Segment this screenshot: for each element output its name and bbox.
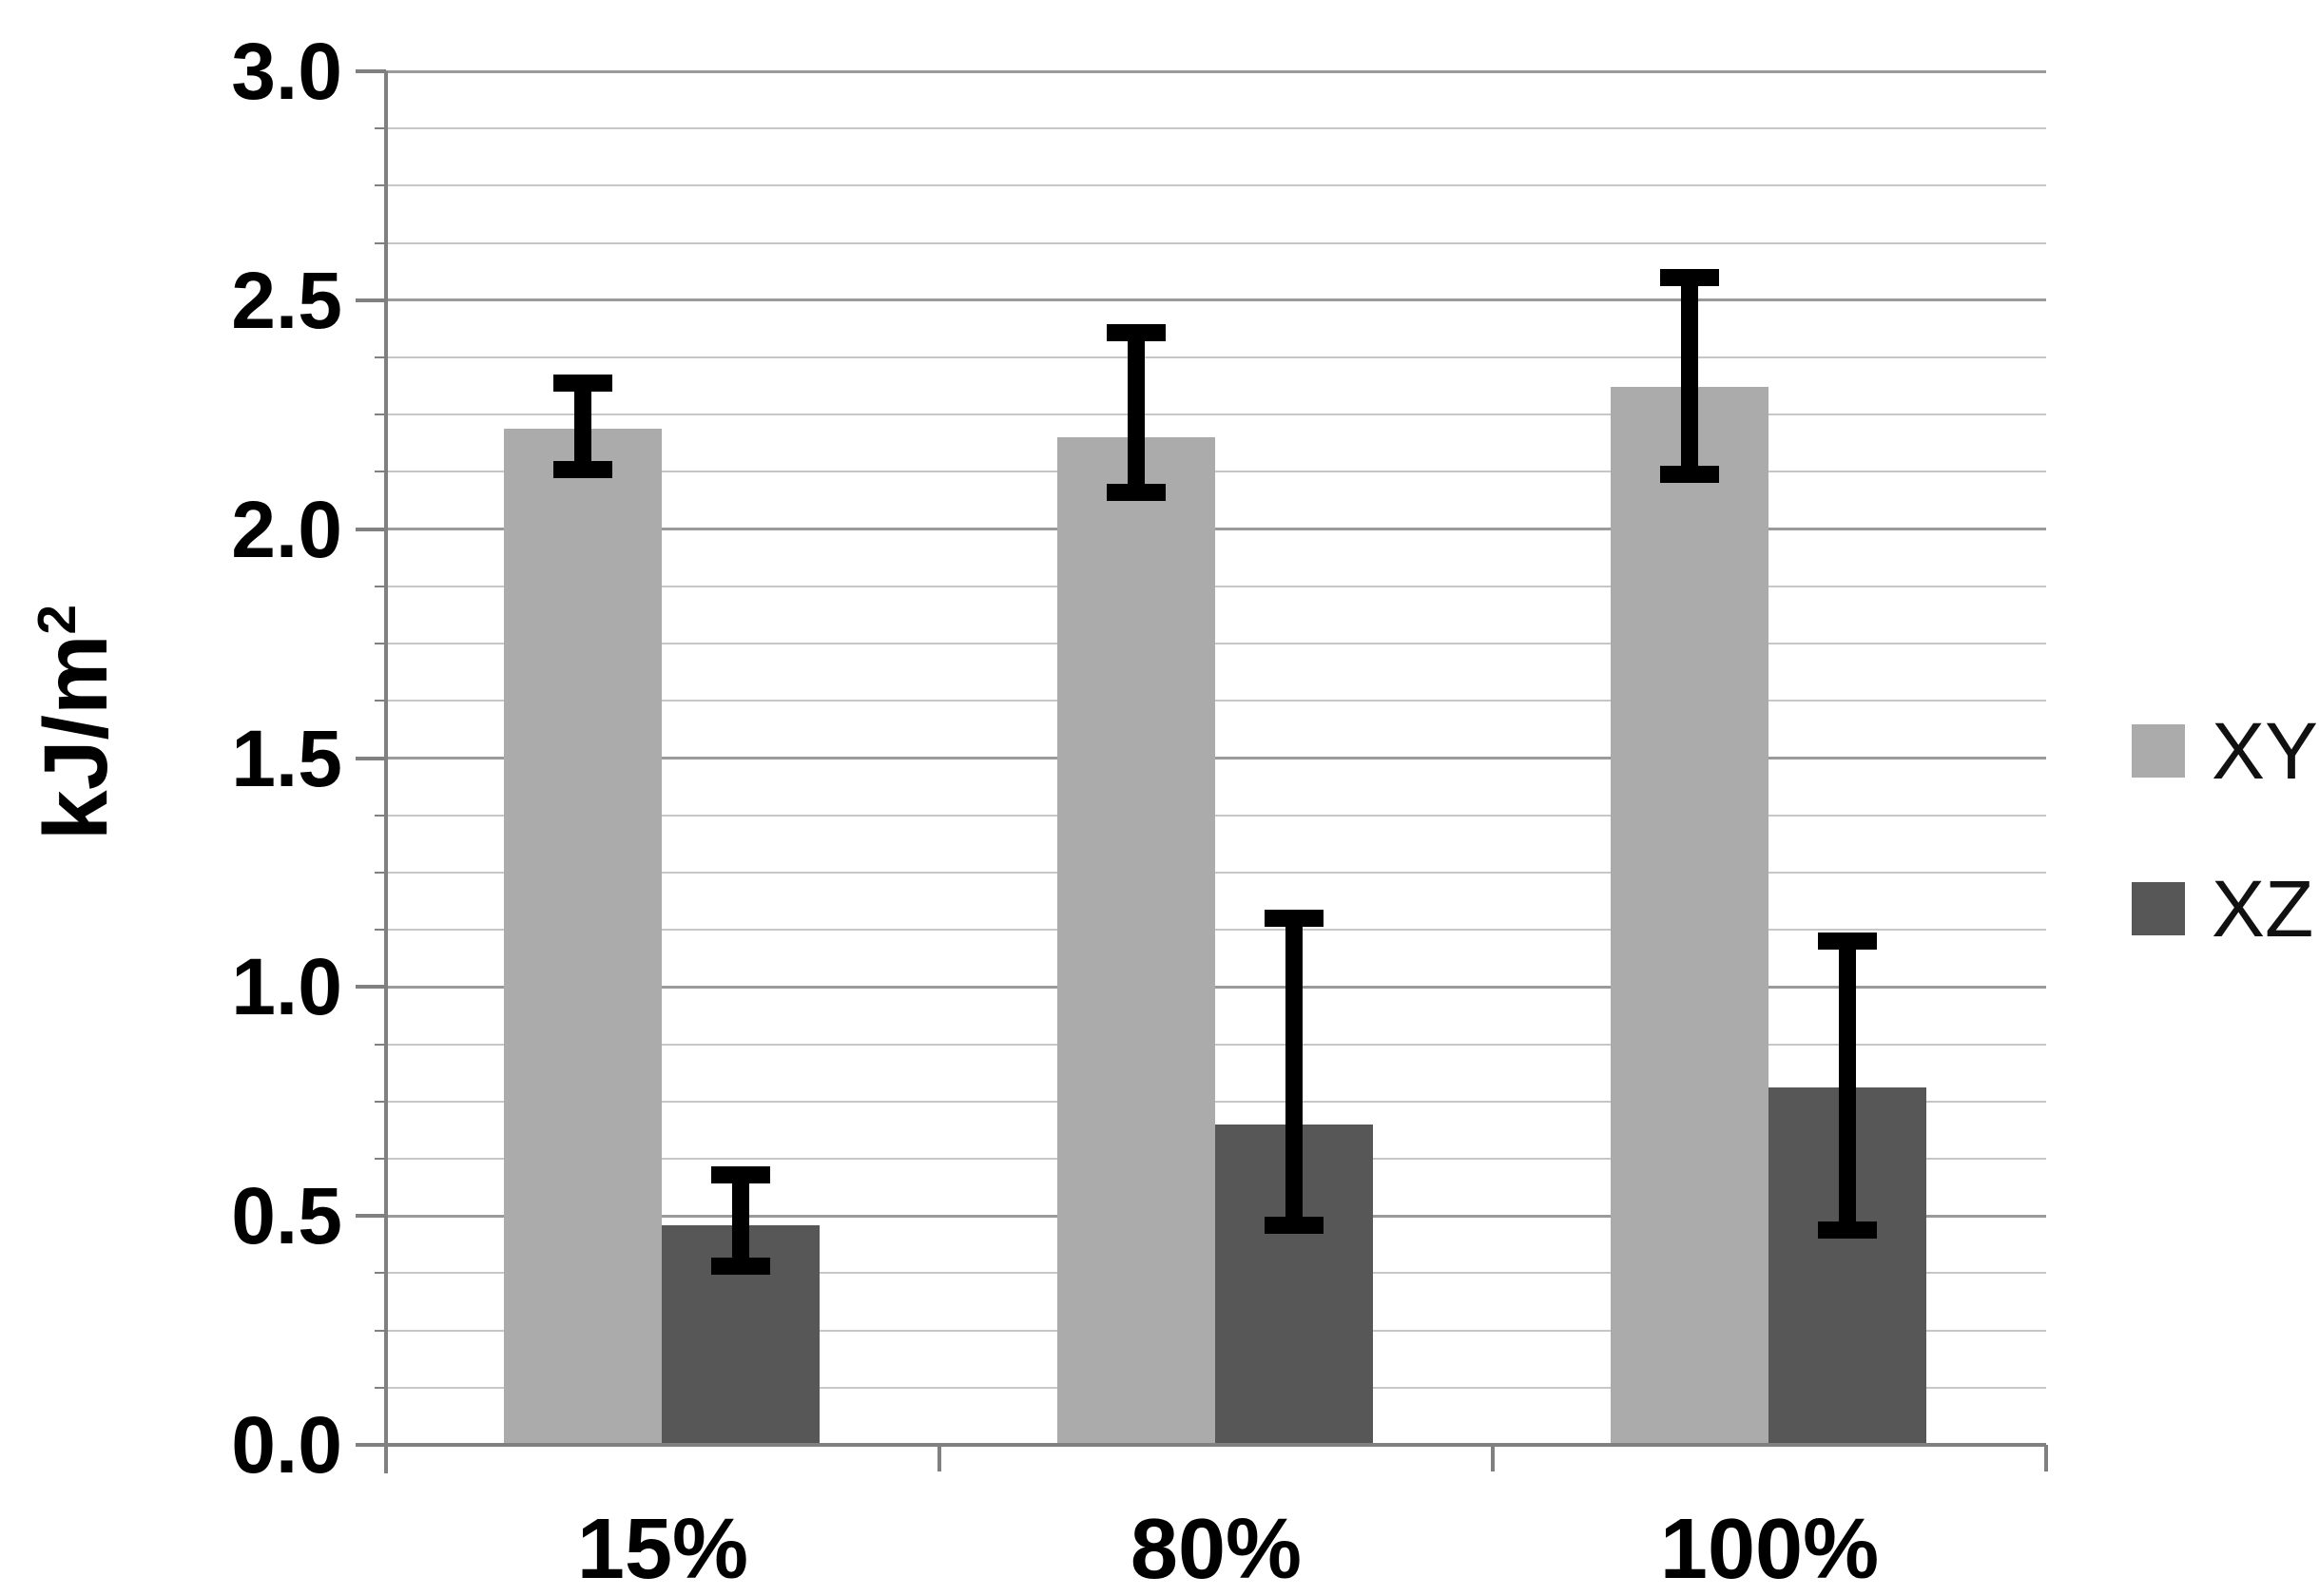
- error-cap-top-xy-100%: [1660, 268, 1719, 286]
- x-tick: [2044, 1445, 2048, 1471]
- error-cap-bottom-xy-15%: [553, 461, 612, 479]
- y-major-tick: [356, 1443, 386, 1447]
- gridline-major: [386, 985, 2046, 989]
- error-cap-top-xz-100%: [1818, 933, 1877, 951]
- y-minor-tick: [375, 184, 386, 187]
- y-tick-label-2.5: 2.5: [231, 255, 342, 345]
- x-category-label-80%: 80%: [1130, 1502, 1303, 1596]
- y-tick-label-1.0: 1.0: [231, 942, 342, 1032]
- y-minor-tick: [375, 643, 386, 645]
- gridline-minor: [386, 643, 2046, 645]
- y-tick-label-2.0: 2.0: [231, 484, 342, 574]
- legend-swatch-xy: [2132, 724, 2185, 778]
- y-major-tick: [356, 1214, 386, 1219]
- y-axis-title-superscript: 2: [27, 604, 88, 635]
- y-minor-tick: [375, 929, 386, 932]
- error-bar-xy-100%: [1681, 277, 1698, 474]
- y-tick-label-3.0: 3.0: [231, 27, 342, 116]
- error-cap-top-xz-15%: [711, 1165, 770, 1183]
- error-bar-xy-80%: [1128, 332, 1145, 493]
- error-bar-xz-80%: [1285, 918, 1303, 1225]
- error-bar-xy-15%: [574, 382, 591, 471]
- error-cap-bottom-xz-100%: [1818, 1221, 1877, 1239]
- y-axis-title-text: kJ/m: [25, 634, 126, 841]
- gridline-minor: [386, 413, 2046, 416]
- error-cap-bottom-xy-80%: [1107, 484, 1166, 502]
- error-cap-bottom-xz-15%: [711, 1258, 770, 1276]
- bar-xy-80%: [1057, 437, 1215, 1445]
- gridline-minor: [386, 184, 2046, 187]
- bar-xy-100%: [1611, 387, 1768, 1445]
- legend-item-xy: XY: [2132, 711, 2318, 791]
- x-tick: [937, 1445, 941, 1471]
- y-major-tick: [356, 756, 386, 760]
- y-minor-tick: [375, 871, 386, 874]
- y-axis-line: [384, 71, 388, 1473]
- error-bar-xz-15%: [732, 1174, 749, 1267]
- error-cap-top-xy-15%: [553, 374, 612, 392]
- y-major-tick: [356, 527, 386, 531]
- error-cap-top-xy-80%: [1107, 323, 1166, 341]
- y-tick-label-1.5: 1.5: [231, 713, 342, 803]
- y-minor-tick: [375, 471, 386, 473]
- y-minor-tick: [375, 585, 386, 587]
- gridline-minor: [386, 814, 2046, 817]
- y-minor-tick: [375, 1329, 386, 1332]
- x-tick: [384, 1445, 388, 1471]
- gridline-minor: [386, 356, 2046, 359]
- y-minor-tick: [375, 127, 386, 130]
- legend-swatch-xz: [2132, 882, 2185, 935]
- gridline-minor: [386, 929, 2046, 932]
- y-minor-tick: [375, 1157, 386, 1160]
- gridline-minor: [386, 1043, 2046, 1046]
- gridline-minor: [386, 585, 2046, 587]
- y-minor-tick: [375, 1386, 386, 1389]
- gridline-minor: [386, 871, 2046, 874]
- y-minor-tick: [375, 1100, 386, 1103]
- x-category-label-100%: 100%: [1659, 1502, 1880, 1596]
- y-minor-tick: [375, 241, 386, 244]
- error-bar-xz-100%: [1839, 941, 1856, 1230]
- error-cap-top-xz-80%: [1265, 910, 1324, 928]
- gridline-minor: [386, 1100, 2046, 1103]
- gridline-minor: [386, 471, 2046, 473]
- y-minor-tick: [375, 1272, 386, 1275]
- gridline-minor: [386, 127, 2046, 130]
- gridline-major: [386, 757, 2046, 760]
- bar-xy-15%: [504, 428, 662, 1445]
- x-tick: [1491, 1445, 1495, 1471]
- y-tick-label-0.0: 0.0: [231, 1400, 342, 1490]
- y-axis-title: kJ/m2: [26, 604, 126, 840]
- x-axis-line: [386, 1443, 2046, 1447]
- error-cap-bottom-xz-80%: [1265, 1216, 1324, 1234]
- gridline-minor: [386, 241, 2046, 244]
- y-major-tick: [356, 985, 386, 990]
- y-minor-tick: [375, 700, 386, 702]
- gridline-minor: [386, 700, 2046, 702]
- gridline-major: [386, 528, 2046, 531]
- y-minor-tick: [375, 356, 386, 359]
- y-major-tick: [356, 69, 386, 73]
- y-minor-tick: [375, 413, 386, 416]
- y-minor-tick: [375, 814, 386, 817]
- legend-label-xy: XY: [2212, 706, 2319, 796]
- y-minor-tick: [375, 1043, 386, 1046]
- error-cap-bottom-xy-100%: [1660, 465, 1719, 483]
- y-major-tick: [356, 298, 386, 302]
- plot-area: [386, 69, 2046, 1445]
- y-tick-label-0.5: 0.5: [231, 1171, 342, 1261]
- legend-label-xz: XZ: [2212, 864, 2314, 953]
- x-category-label-15%: 15%: [576, 1502, 749, 1596]
- gridline-major: [386, 298, 2046, 302]
- legend-item-xz: XZ: [2132, 869, 2313, 949]
- gridline-major: [386, 69, 2046, 73]
